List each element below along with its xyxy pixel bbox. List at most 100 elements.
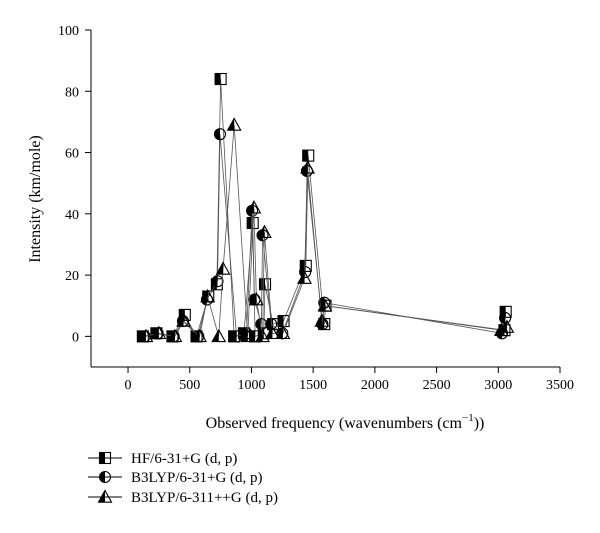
- y-tick-label: 60: [65, 147, 79, 162]
- y-tick-label: 100: [58, 24, 79, 39]
- marker-fill: [231, 330, 237, 342]
- data-point: [299, 259, 312, 272]
- x-tick-label: 3500: [546, 378, 574, 393]
- marker-outline: [215, 261, 231, 275]
- marker-outline: [275, 325, 291, 340]
- marker-fill: [212, 275, 218, 287]
- marker-outline: [297, 270, 312, 284]
- marker-fill: [278, 315, 284, 327]
- x-tick-label: 2000: [361, 378, 389, 393]
- legend-entry-2: B3LYP/6-31+G (d, p): [88, 470, 263, 486]
- data-point: [246, 200, 262, 214]
- marker-fill: [179, 309, 185, 321]
- marker-outline: [211, 328, 227, 343]
- marker-outline: [299, 259, 312, 272]
- marker-fill: [99, 471, 105, 483]
- marker-outline: [264, 325, 280, 340]
- marker-outline: [499, 305, 512, 318]
- x-tick-label: 1000: [237, 378, 265, 393]
- data-point: [499, 305, 512, 318]
- series-2: [138, 128, 512, 343]
- data-point: [277, 314, 290, 328]
- data-point: [300, 160, 316, 174]
- legend-marker: [98, 451, 112, 465]
- marker-outline: [277, 314, 290, 328]
- y-tick-label: 20: [65, 269, 79, 284]
- legend-marker: [97, 489, 113, 503]
- marker-outline: [314, 313, 330, 327]
- marker-fill: [300, 260, 306, 272]
- x-axis-title-end: )): [474, 415, 485, 432]
- marker-fill: [249, 330, 256, 342]
- data-point: [214, 72, 227, 86]
- data-point: [499, 319, 515, 333]
- data-point: [499, 311, 512, 325]
- marker-outline: [317, 298, 333, 312]
- chart-series: [136, 72, 515, 343]
- marker-fill: [265, 318, 272, 330]
- marker-outline: [98, 470, 112, 484]
- marker-outline: [192, 328, 208, 343]
- x-tick-label: 2500: [423, 378, 451, 393]
- y-tick-label: 40: [65, 208, 79, 223]
- data-point: [211, 328, 227, 343]
- chart-axes: 0 500 1000 1500 2000 2500 3000 3500 0 20 40 60 80 100: [58, 24, 574, 393]
- series-3: [138, 117, 515, 343]
- marker-outline: [300, 160, 316, 174]
- data-point: [176, 313, 192, 327]
- data-point: [167, 328, 183, 343]
- marker-outline: [258, 278, 272, 291]
- marker-outline: [98, 451, 112, 465]
- marker-outline: [167, 328, 183, 343]
- data-point: [138, 328, 154, 343]
- x-axis-title: Observed frequency (wavenumbers (cm−1)): [206, 412, 485, 432]
- marker-fill: [214, 128, 220, 140]
- marker-outline: [213, 128, 227, 141]
- data-point: [248, 291, 264, 306]
- marker-fill: [500, 306, 506, 318]
- marker-outline: [248, 291, 264, 306]
- series-line: [145, 124, 508, 338]
- marker-outline: [138, 328, 154, 343]
- marker-fill: [247, 217, 253, 229]
- marker-outline: [178, 308, 191, 321]
- x-tick-label: 1500: [299, 378, 327, 393]
- marker-outline: [151, 325, 167, 340]
- data-point: [275, 325, 291, 340]
- data-point: [256, 224, 272, 238]
- data-point: [255, 328, 270, 343]
- data-point: [213, 128, 227, 141]
- data-point: [240, 328, 256, 343]
- legend-label: HF/6-31+G (d, p): [131, 451, 237, 467]
- x-tick-label: 3000: [484, 378, 512, 393]
- marker-outline: [499, 319, 515, 333]
- data-point: [297, 270, 312, 284]
- data-point: [317, 298, 333, 312]
- marker-outline: [256, 224, 272, 238]
- marker-outline: [97, 489, 113, 503]
- y-tick-label: 80: [65, 85, 79, 100]
- data-point: [192, 328, 208, 343]
- legend-label: B3LYP/6-311++G (d, p): [131, 490, 278, 506]
- marker-outline: [226, 117, 242, 131]
- marker-outline: [211, 275, 224, 288]
- y-tick-label: 0: [72, 330, 79, 345]
- x-tick-label: 0: [125, 378, 132, 393]
- marker-outline: [200, 288, 216, 303]
- marker-fill: [99, 452, 105, 464]
- marker-outline: [246, 200, 262, 214]
- marker-fill: [499, 312, 506, 324]
- legend-entry-3: B3LYP/6-311++G (d, p): [88, 489, 278, 506]
- marker-outline: [240, 328, 256, 343]
- data-point: [226, 117, 242, 131]
- data-point: [314, 313, 330, 327]
- y-axis-title: Intensity (km/mole): [27, 135, 44, 263]
- x-axis-title-main: Observed frequency (wavenumbers (cm: [206, 415, 463, 432]
- data-point: [264, 325, 280, 340]
- marker-outline: [255, 328, 270, 343]
- data-point: [178, 308, 191, 321]
- x-axis-title-superscript: −1: [462, 412, 474, 424]
- marker-fill: [215, 73, 221, 85]
- marker-fill: [302, 150, 309, 162]
